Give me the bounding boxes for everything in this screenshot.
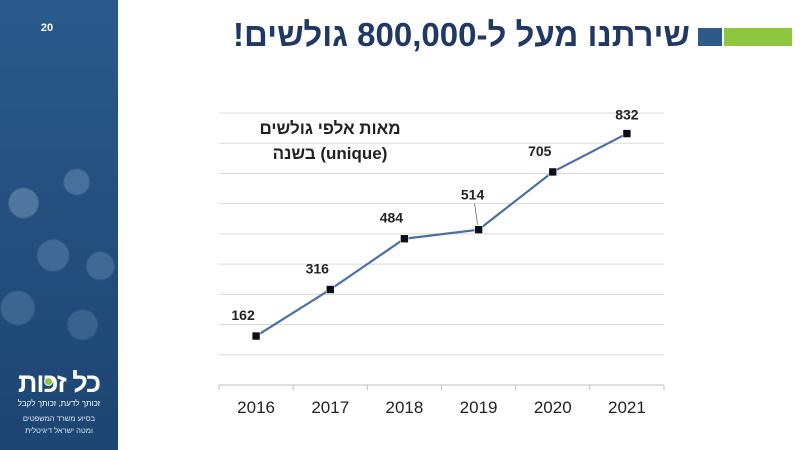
- title-accent-blue-bar: [698, 28, 722, 46]
- support-line-1: בסיוע משרד המשפטים: [22, 414, 96, 423]
- data-point-marker: [548, 167, 558, 177]
- data-label: 316: [306, 260, 330, 276]
- x-tick-label: 2018: [386, 398, 424, 417]
- data-point-marker: [251, 331, 261, 341]
- data-label: 162: [231, 307, 255, 323]
- chart-title: מאות אלפי גולשים (unique) בשנה: [230, 116, 430, 166]
- slide-number: 20: [40, 22, 54, 34]
- sidebar-panel: [0, 0, 118, 450]
- logo-dot-icon: [44, 377, 53, 386]
- data-point-marker: [325, 285, 335, 294]
- logo-text: כל זכות: [17, 368, 101, 398]
- data-label: 514: [461, 187, 485, 203]
- title-accent-green-bar: [724, 28, 792, 46]
- logo-tagline: זכותך לדעת, זכותך לקבל: [17, 399, 101, 408]
- data-point-marker: [622, 129, 632, 138]
- support-text: בסיוע משרד המשפטים ומטה ישראל דיגיטלית: [4, 413, 114, 437]
- x-tick-label: 2020: [534, 398, 572, 417]
- data-point-marker: [400, 234, 409, 244]
- page-title: שירתנו מעל ל-800,000 גולשים!: [233, 16, 690, 53]
- chart-title-line-1: מאות אלפי גולשים: [259, 119, 401, 138]
- data-label: 832: [615, 107, 639, 123]
- sidebar-crowd-photo: [0, 140, 118, 350]
- data-label: 705: [528, 143, 552, 159]
- data-point-marker: [474, 225, 483, 234]
- x-tick-label: 2021: [608, 398, 646, 417]
- chart-title-line-2: (unique) בשנה: [272, 144, 388, 163]
- x-tick-label: 2019: [460, 398, 498, 417]
- data-label-leader-line: [474, 203, 478, 225]
- series-line: [255, 132, 628, 337]
- support-line-2: ומטה ישראל דיגיטלית: [25, 426, 93, 435]
- x-tick-label: 2016: [237, 398, 275, 417]
- x-tick-label: 2017: [311, 398, 349, 417]
- data-label: 484: [380, 210, 404, 226]
